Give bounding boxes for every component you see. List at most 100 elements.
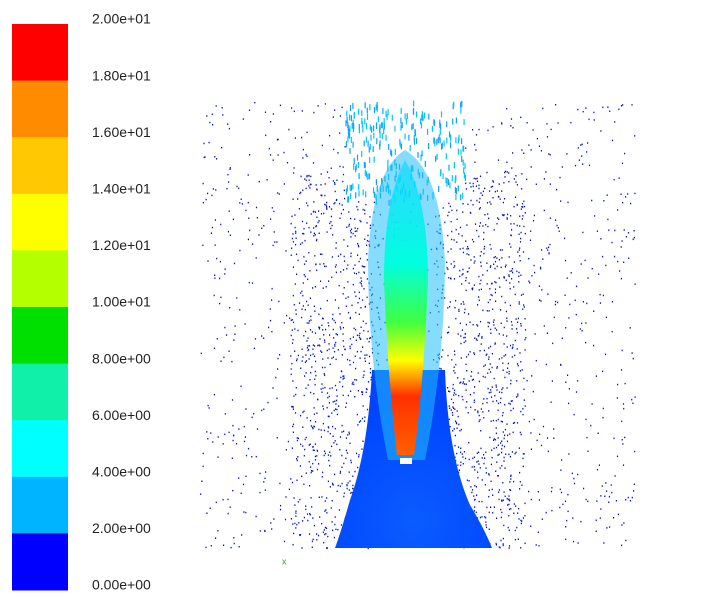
vector [504,434,506,437]
vector [329,334,331,336]
vector [309,297,311,299]
vector [510,382,512,385]
vector [310,471,312,474]
vector [245,511,247,514]
vector [379,132,381,139]
vector [455,137,457,144]
vector [456,427,458,429]
vector [315,263,317,266]
vector [300,414,302,417]
vector [513,205,515,208]
vector [316,468,319,471]
vector [451,359,453,361]
vector [320,184,322,186]
vector [336,389,338,391]
vector [495,427,497,429]
vector [474,223,477,225]
vector [364,212,366,215]
vector [339,165,341,168]
vector [551,380,553,382]
vector [326,392,329,394]
vector [338,509,340,511]
vector [299,465,301,467]
vector [263,481,265,483]
vector [382,108,384,115]
vector [446,121,448,128]
vector [491,449,493,451]
vector [502,544,504,547]
vector [279,482,281,485]
vector [449,301,451,303]
vector [535,183,537,185]
vector [312,162,315,164]
vector [464,383,466,385]
vector [512,127,514,129]
vector [295,393,297,396]
vector [251,282,254,284]
vector [504,428,506,431]
vector [518,518,520,520]
vector [494,327,496,329]
vector [480,430,482,432]
vector [302,157,304,159]
vector [453,428,455,430]
vector [613,517,615,519]
vector [466,370,468,372]
vector [473,456,476,458]
vector [308,444,310,446]
vector [573,482,576,485]
vector [382,122,384,129]
vector [465,182,467,184]
vector [582,163,584,165]
vector [340,328,342,330]
vector [481,337,483,339]
vector [494,342,496,344]
vector [211,226,213,229]
vector [340,376,342,379]
vector [400,124,402,131]
vector [565,327,567,329]
vector [449,305,451,308]
vector [517,321,519,323]
vector [342,173,345,176]
vector [508,275,510,278]
vector [343,345,345,348]
vector [510,125,512,127]
vector [311,426,314,429]
vector [460,107,462,114]
vector [334,202,336,204]
vector [611,491,613,494]
vector [490,282,493,285]
vector [480,192,482,194]
vector [521,218,523,220]
vector [577,542,579,544]
vector [305,472,307,474]
vector [478,414,480,417]
vector [215,105,217,107]
vector [310,183,312,186]
vector [452,118,454,125]
vector [261,335,263,337]
vector [305,505,307,507]
vector [496,389,498,391]
vector [454,389,456,392]
vector [495,384,497,386]
vector [536,439,538,442]
vector [482,190,484,193]
vector [634,396,636,398]
vector [347,128,350,135]
vector [305,360,308,362]
vector [554,219,557,221]
vector [343,462,345,465]
vector [366,408,369,411]
vector [417,151,419,158]
vector [520,237,522,240]
vector [507,213,509,216]
vector [523,225,525,228]
vector [319,253,322,255]
vector [314,211,316,213]
vector [311,540,313,543]
vector [343,189,345,192]
vector [290,368,292,370]
vector [460,464,462,467]
